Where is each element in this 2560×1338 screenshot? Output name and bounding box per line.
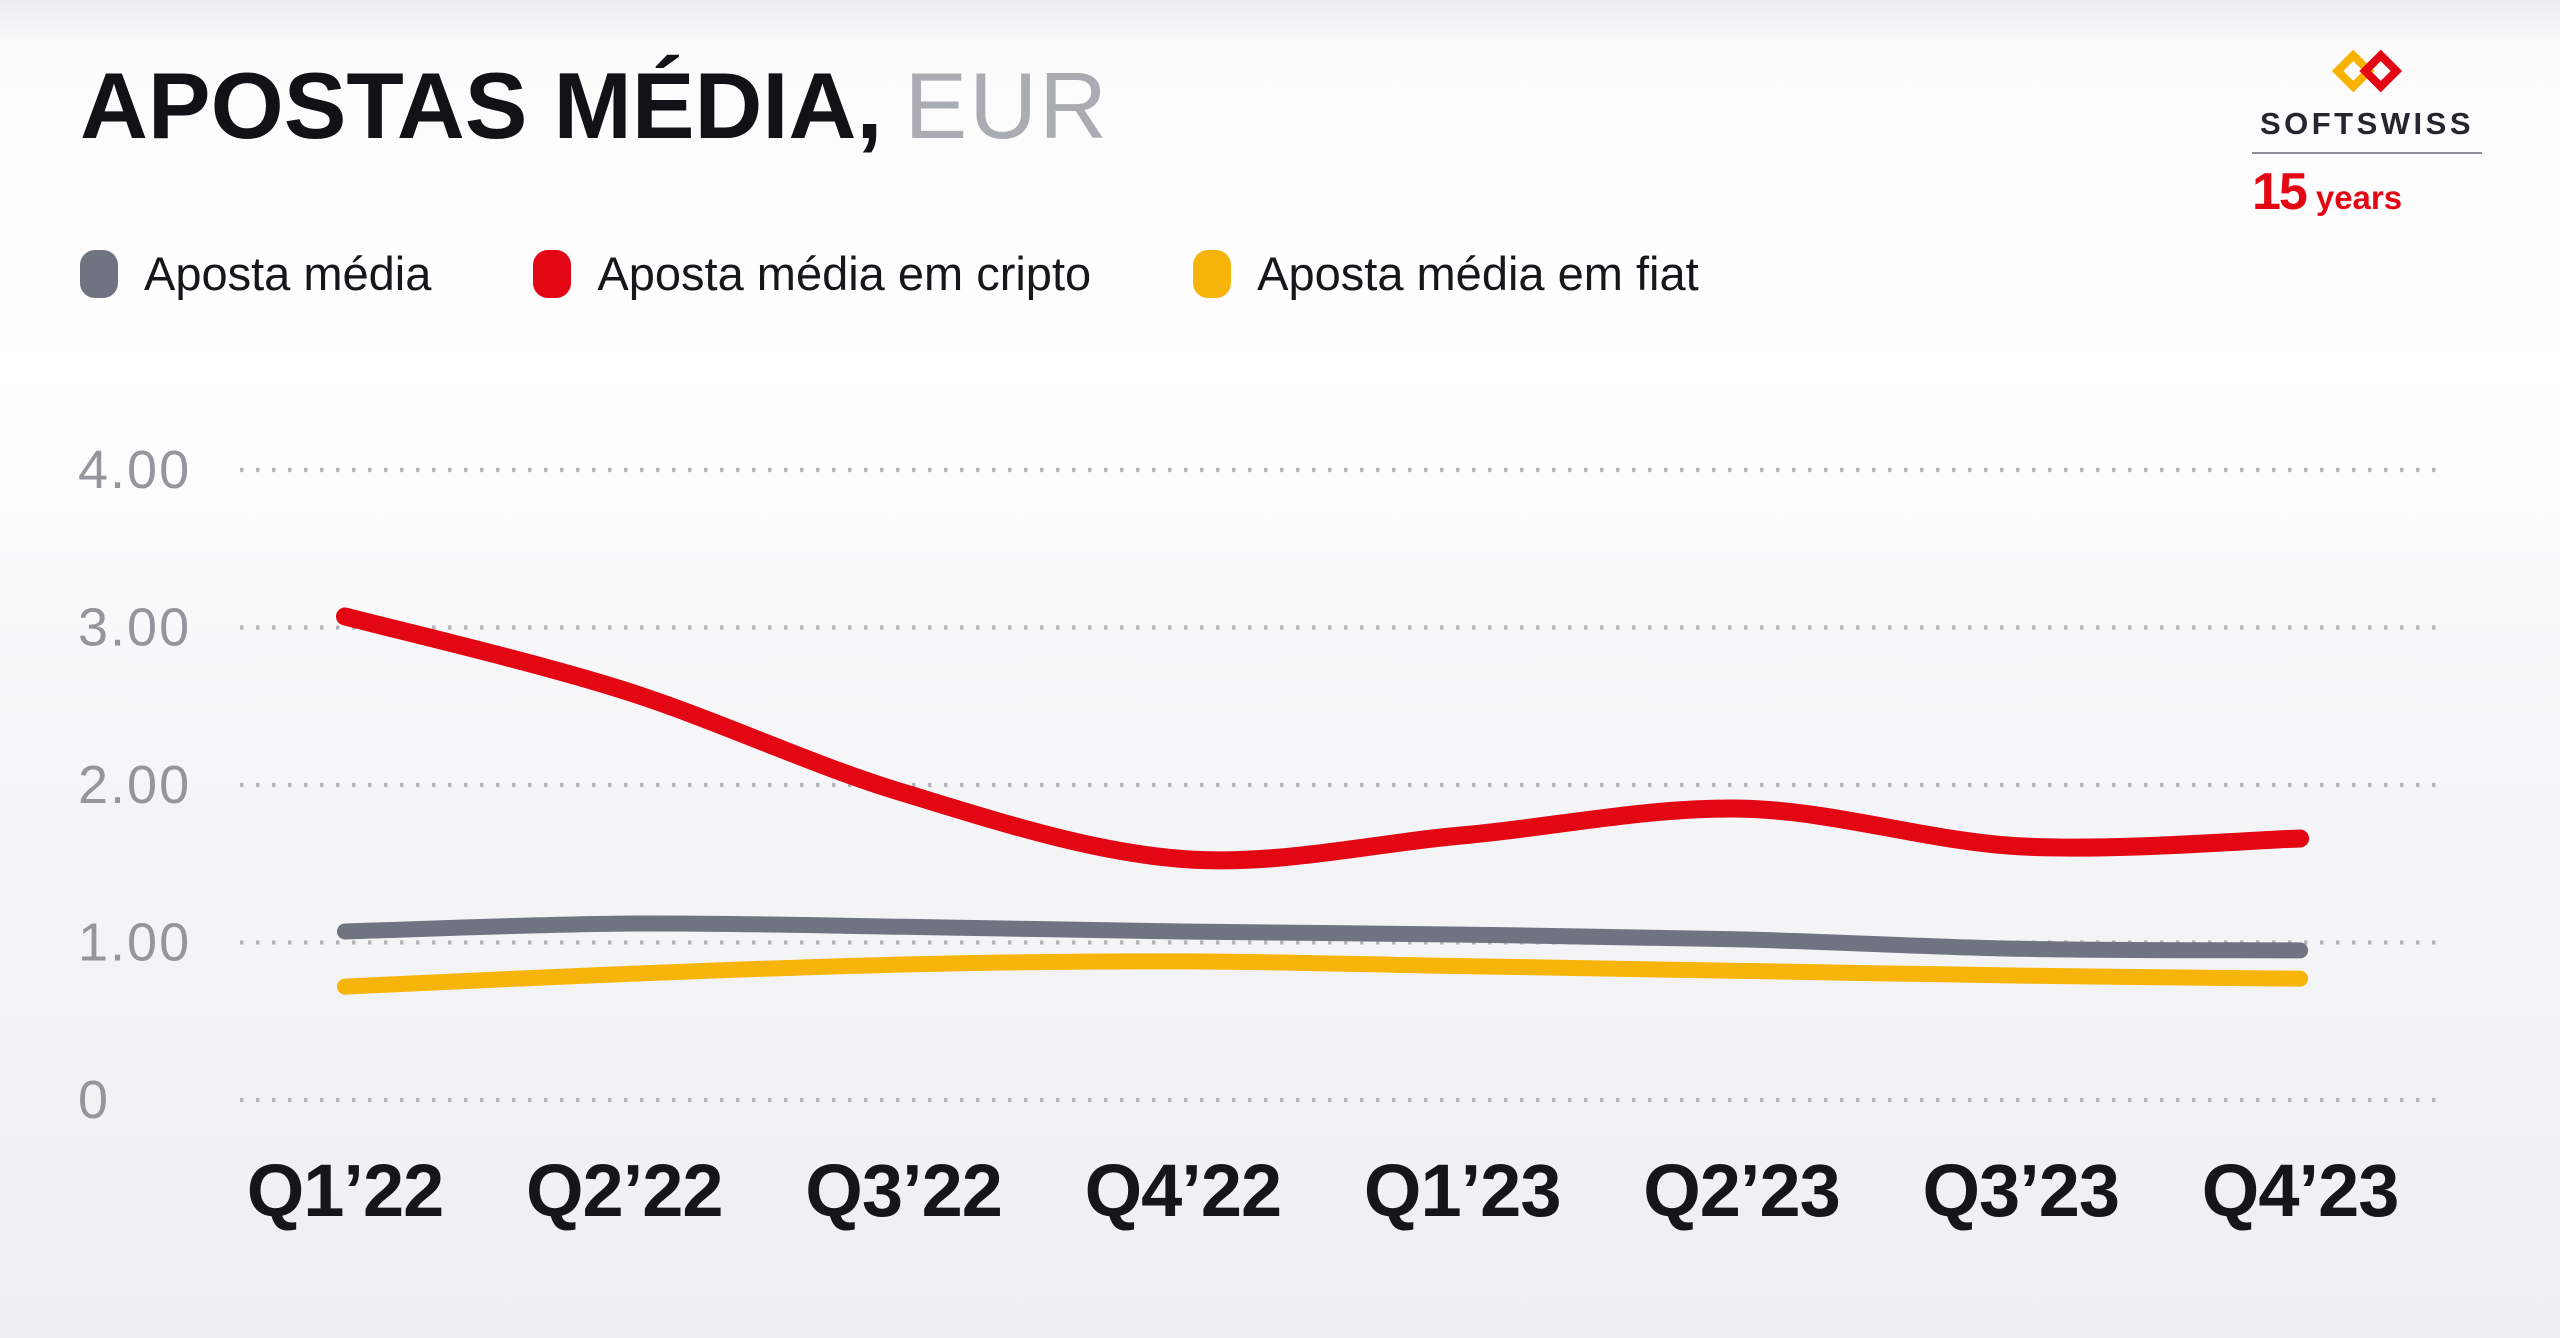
softswiss-logo: SOFTSWISS 15 years [2252,40,2482,222]
chart-legend: Aposta média Aposta média em cripto Apos… [80,246,1699,301]
legend-item-aposta-media: Aposta média [80,246,431,301]
y-tick-label: 0 [78,1070,110,1130]
x-tick-label: Q3’23 [1923,1149,2120,1232]
y-tick-label: 3.00 [78,598,191,658]
legend-chip-aposta-media [80,249,118,298]
y-tick-label: 1.00 [78,913,191,973]
title-unit: EUR [904,53,1110,158]
legend-label-aposta-media: Aposta média [144,247,432,300]
series-line-0 [337,915,2309,959]
series-line-2 [337,953,2309,995]
legend-chip-aposta-media-cripto [533,249,572,298]
legend-label-aposta-media-fiat: Aposta média em fiat [1257,247,1699,300]
series-line-1 [336,607,2310,870]
legend-label-aposta-media-cripto: Aposta média em cripto [597,247,1092,300]
logo-divider [2252,152,2482,154]
y-tick-label: 4.00 [78,440,191,500]
page-title: APOSTAS MÉDIA, EUR [80,52,1109,160]
softswiss-link-icon [2331,49,2403,93]
logo-years-label: years [2315,179,2403,216]
title-main: APOSTAS MÉDIA, [80,53,883,158]
logo-years: 15 years [2252,162,2482,222]
x-tick-label: Q3’22 [805,1149,1002,1232]
x-tick-label: Q4’23 [2202,1149,2399,1232]
legend-item-aposta-media-fiat: Aposta média em fiat [1193,246,1699,301]
x-tick-label: Q1’22 [247,1149,444,1232]
logo-years-number: 15 [2252,163,2308,221]
legend-item-aposta-media-cripto: Aposta média em cripto [533,246,1091,301]
logo-brand-text: SOFTSWISS [2259,106,2475,141]
legend-chip-aposta-media-fiat [1193,249,1232,298]
y-tick-label: 2.00 [78,755,191,815]
x-tick-label: Q2’22 [526,1149,723,1232]
x-tick-label: Q1’23 [1364,1149,1561,1232]
x-tick-label: Q2’23 [1643,1149,1840,1232]
x-tick-label: Q4’22 [1085,1149,1282,1232]
